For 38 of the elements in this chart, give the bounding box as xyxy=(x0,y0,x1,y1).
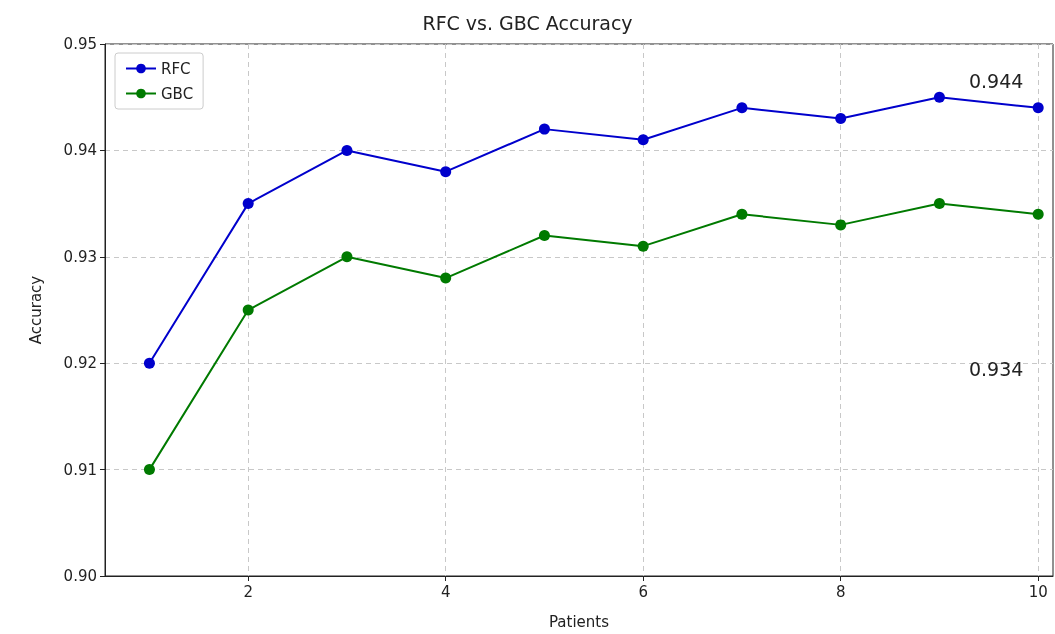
point xyxy=(637,240,649,252)
point xyxy=(933,198,945,210)
x-tick-label: 10 xyxy=(1028,582,1048,601)
y-tick-label: 0.91 xyxy=(63,460,97,479)
point xyxy=(538,123,550,135)
y-tick-label: 0.94 xyxy=(63,141,97,160)
annotation: 0.934 xyxy=(968,357,1024,380)
point xyxy=(637,134,649,146)
point xyxy=(1032,102,1044,114)
point xyxy=(835,219,847,231)
point xyxy=(736,208,748,220)
point xyxy=(835,112,847,124)
point xyxy=(341,144,353,156)
point xyxy=(538,230,550,242)
point xyxy=(242,304,254,316)
point xyxy=(440,166,452,178)
point xyxy=(933,91,945,103)
x-tick-label: 8 xyxy=(835,582,846,601)
y-tick-label: 0.92 xyxy=(63,354,97,373)
y-tick-label: 0.95 xyxy=(63,35,97,53)
y-tick-label: 0.93 xyxy=(63,247,97,266)
legend-label: GBC xyxy=(161,84,194,103)
point xyxy=(1032,208,1044,220)
point xyxy=(143,357,155,369)
point xyxy=(440,272,452,284)
legend-label: RFC xyxy=(161,59,191,78)
point xyxy=(242,198,254,210)
point xyxy=(736,102,748,114)
point xyxy=(341,251,353,263)
chart-title: RFC vs. GBC Accuracy xyxy=(422,11,633,34)
x-tick-label: 6 xyxy=(638,582,648,601)
point xyxy=(143,464,155,476)
annotation: 0.944 xyxy=(968,70,1024,93)
x-tick-label: 2 xyxy=(243,582,253,601)
x-tick-label: 4 xyxy=(440,582,451,601)
y-axis-title: Accuracy xyxy=(26,275,45,345)
y-tick-label: 0.90 xyxy=(63,567,97,585)
x-axis-title: Patients xyxy=(548,612,610,631)
